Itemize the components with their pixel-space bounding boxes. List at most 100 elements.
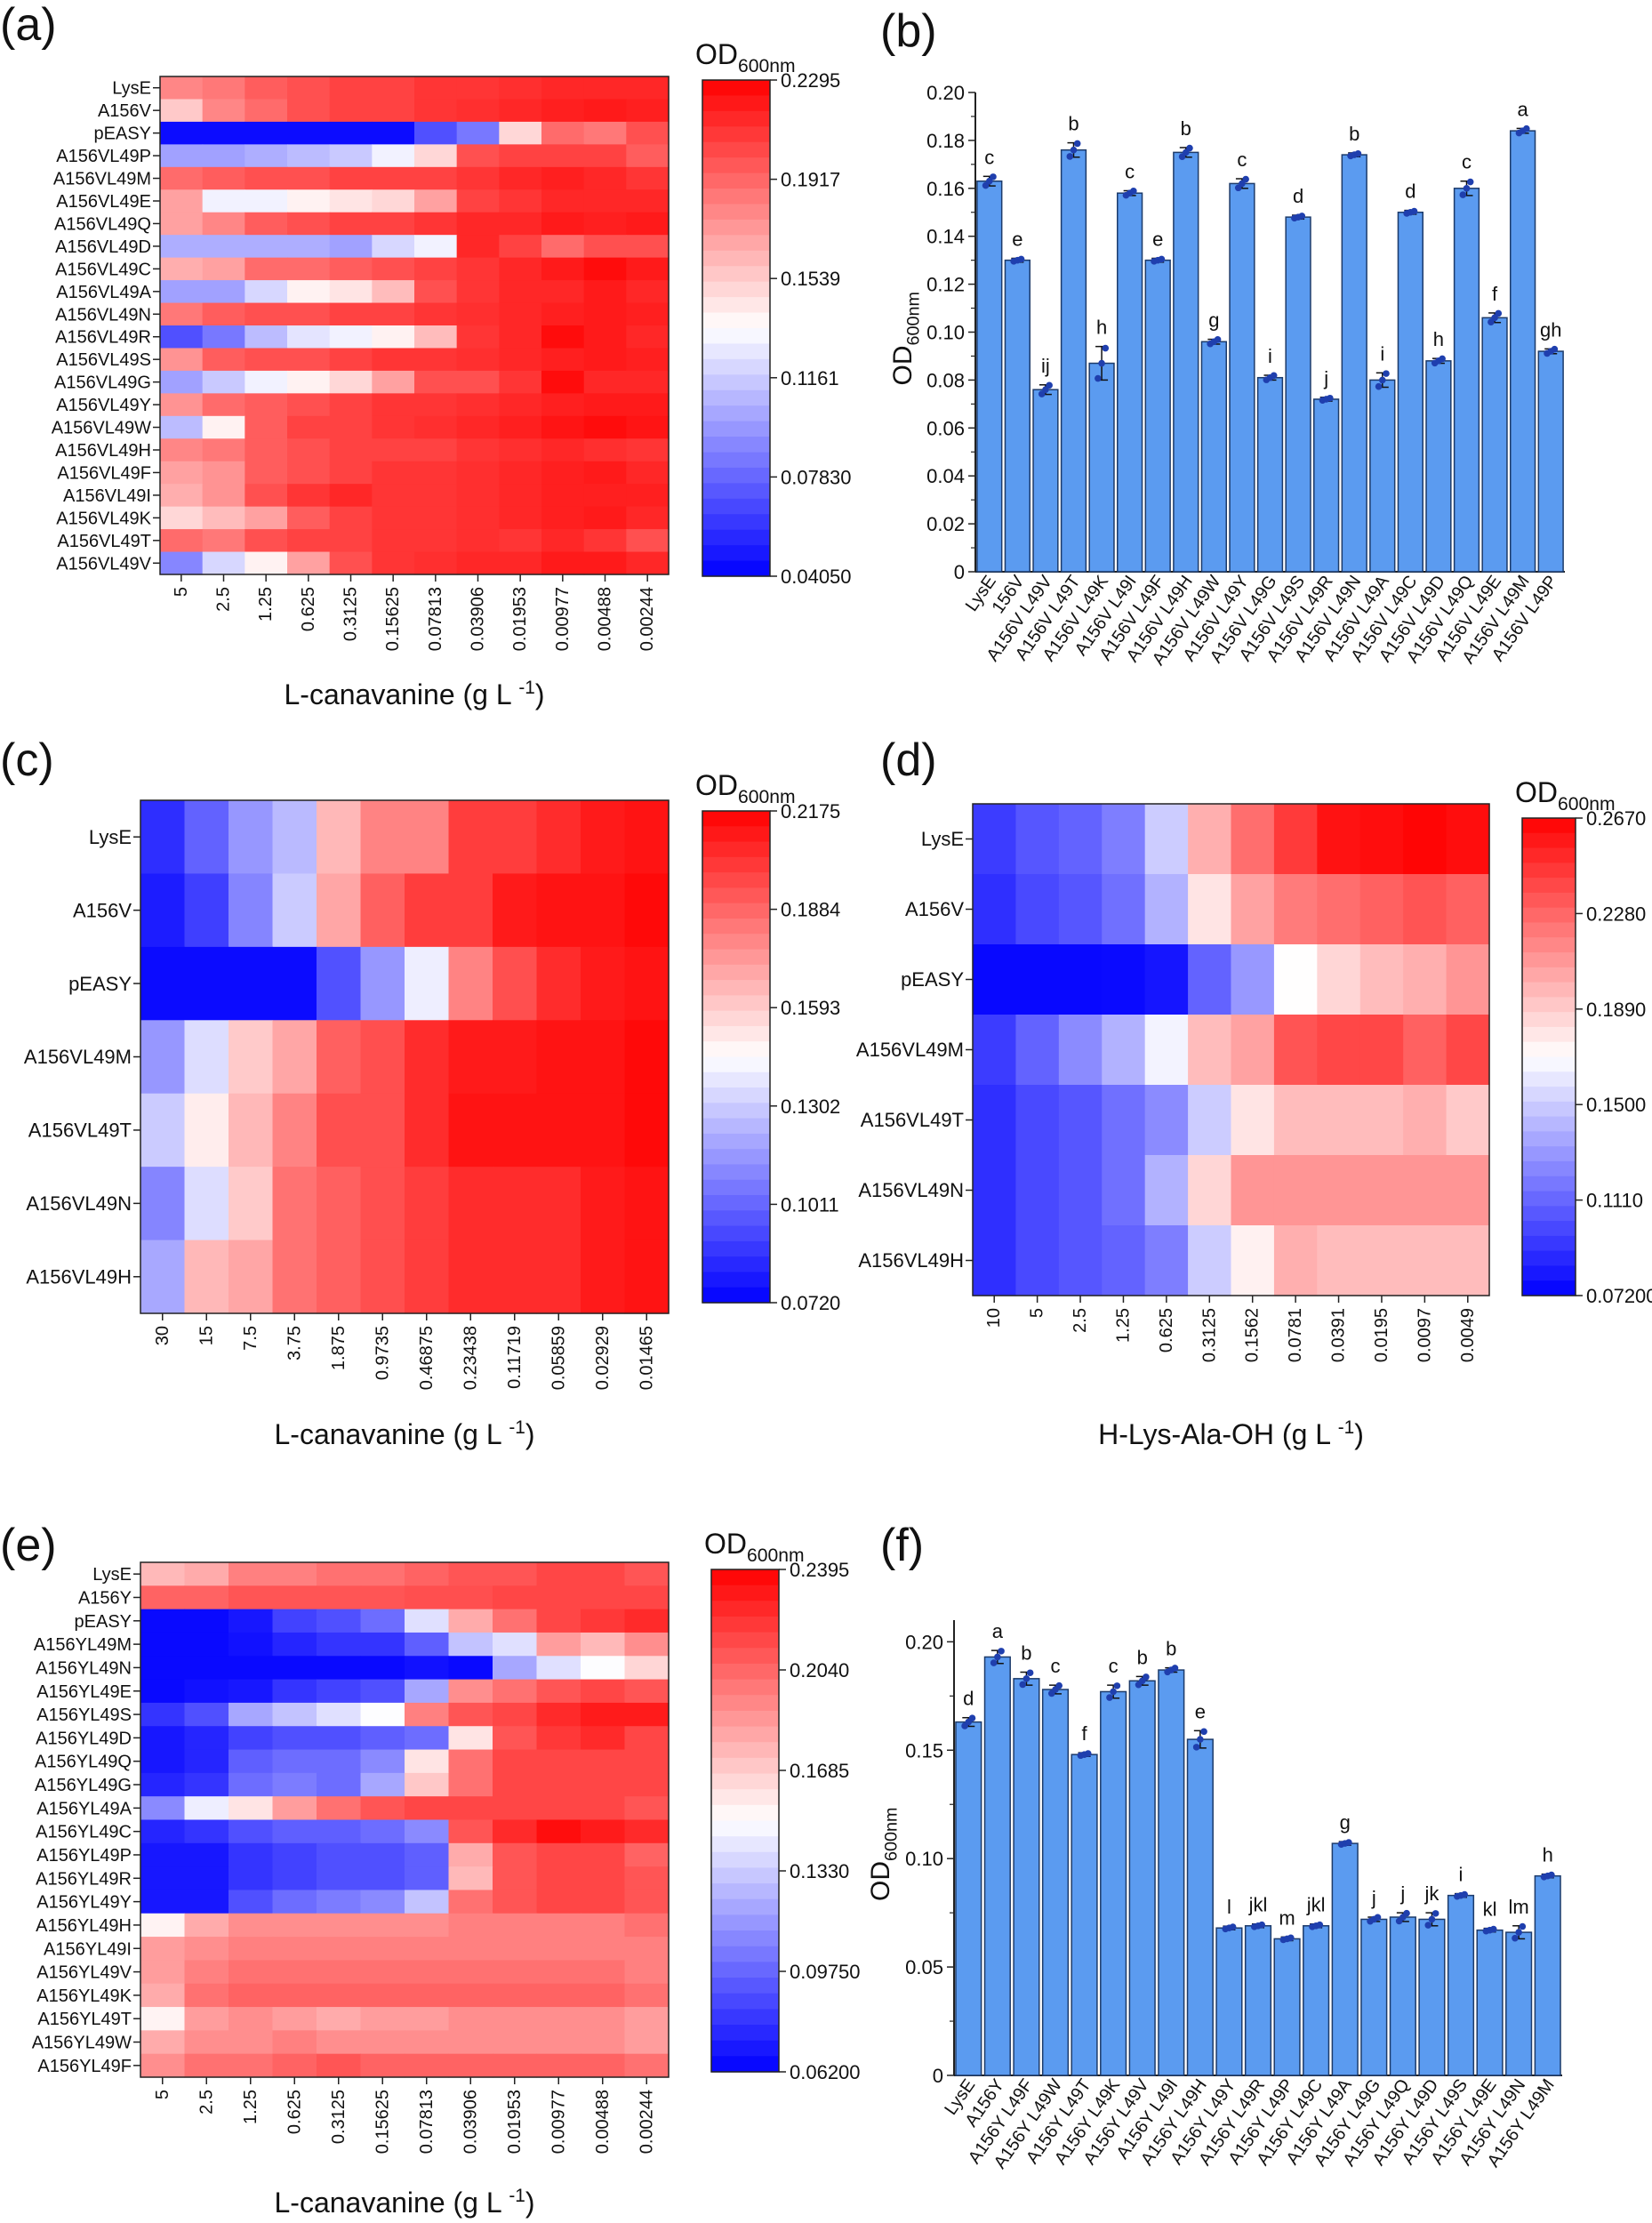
panel-label: (d) bbox=[880, 734, 937, 786]
heatmap-cell bbox=[405, 1819, 450, 1844]
colorbar-title: OD600nm bbox=[695, 38, 796, 76]
data-point bbox=[1375, 382, 1383, 390]
heatmap-cell bbox=[493, 1749, 538, 1774]
heatmap-cell bbox=[536, 2053, 581, 2078]
heatmap-cell bbox=[317, 1983, 362, 2008]
heatmap-cell bbox=[229, 1983, 274, 2008]
heatmap-cell bbox=[360, 1562, 405, 1586]
heatmap-cell bbox=[140, 946, 186, 1021]
heatmap-cell bbox=[317, 2030, 362, 2055]
colorbar-segment bbox=[702, 514, 770, 531]
colorbar-title: OD600nm bbox=[866, 1808, 901, 1901]
heatmap-cell bbox=[583, 257, 627, 281]
heatmap-cell bbox=[1403, 1225, 1448, 1296]
heatmap-cell bbox=[1359, 944, 1404, 1015]
heatmap-cell bbox=[499, 393, 542, 417]
heatmap-cell bbox=[626, 325, 670, 349]
data-point bbox=[1551, 345, 1559, 353]
heatmap-cell bbox=[140, 1020, 186, 1095]
heatmap-cell bbox=[581, 1890, 626, 1914]
heatmap-cell bbox=[493, 1819, 538, 1844]
colorbar-segment bbox=[1522, 1087, 1576, 1103]
data-point bbox=[1106, 1694, 1113, 1701]
heatmap-cell bbox=[626, 257, 670, 281]
heatmap-cell bbox=[160, 551, 204, 575]
heatmap-cell bbox=[287, 121, 331, 145]
heatmap-cell bbox=[1403, 1015, 1448, 1086]
colorbar-segment bbox=[702, 281, 770, 298]
bar bbox=[1537, 350, 1564, 573]
colorbar-segment bbox=[711, 1710, 779, 1728]
heatmap-cell bbox=[272, 2007, 317, 2031]
heatmap-cell bbox=[184, 1609, 229, 1633]
heatmap-cell bbox=[1188, 1155, 1232, 1226]
heatmap-cell bbox=[202, 212, 245, 236]
heatmap-cell bbox=[405, 1842, 450, 1867]
data-point bbox=[1383, 370, 1390, 377]
heatmap-cell bbox=[1015, 874, 1060, 945]
data-point bbox=[994, 1653, 1001, 1661]
colorbar-title: OD600nm bbox=[1515, 776, 1616, 815]
significance-letter: ij bbox=[1041, 355, 1050, 377]
data-point bbox=[1461, 1890, 1468, 1898]
heatmap-cell bbox=[360, 1020, 405, 1095]
heatmap-cell bbox=[414, 144, 458, 168]
colorbar-segment bbox=[702, 1240, 770, 1257]
data-point bbox=[1066, 153, 1074, 160]
heatmap-cell bbox=[493, 1796, 538, 1821]
heatmap-cell bbox=[1015, 944, 1060, 1015]
data-point bbox=[1242, 175, 1249, 183]
heatmap-cell bbox=[1273, 1015, 1318, 1086]
colorbar-tick-label: 0.2395 bbox=[790, 1559, 849, 1581]
heatmap-cell bbox=[493, 1609, 538, 1633]
heatmap-cell bbox=[184, 873, 229, 948]
heatmap-cell bbox=[160, 280, 204, 304]
heatmap-cell bbox=[329, 348, 373, 372]
y-tick-label: 0.10 bbox=[926, 322, 965, 344]
label-sup: -1 bbox=[509, 2186, 525, 2206]
heatmap-cell bbox=[626, 529, 670, 553]
row-label: pEASY bbox=[75, 1612, 132, 1632]
heatmap-cell bbox=[360, 1093, 405, 1168]
heatmap-cell bbox=[624, 1679, 670, 1704]
heatmap-cell bbox=[245, 415, 288, 439]
colorbar-segment bbox=[711, 1757, 779, 1775]
column-label: 0.0049 bbox=[1458, 1308, 1478, 1362]
heatmap-cell bbox=[317, 1702, 362, 1727]
heatmap-cell bbox=[287, 461, 331, 485]
column-label: 1.875 bbox=[329, 1326, 349, 1370]
heatmap-cell bbox=[1273, 1155, 1318, 1226]
heatmap-cell bbox=[140, 1726, 186, 1751]
heatmap-cell bbox=[1015, 1155, 1060, 1226]
colorbar-segment bbox=[702, 1179, 770, 1196]
column-label: 0.0781 bbox=[1286, 1308, 1305, 1362]
heatmap-cell bbox=[245, 438, 288, 462]
heatmap-cell bbox=[541, 484, 585, 508]
colorbar-segment bbox=[711, 1616, 779, 1633]
heatmap-cell bbox=[317, 1562, 362, 1586]
heatmap-cell bbox=[541, 257, 585, 281]
heatmap-cell bbox=[272, 1585, 317, 1610]
column-label: 0.46875 bbox=[417, 1326, 437, 1390]
heatmap-cell bbox=[493, 1983, 538, 2008]
heatmap-cell bbox=[329, 302, 373, 326]
data-point bbox=[1229, 1923, 1237, 1930]
heatmap-cell bbox=[541, 415, 585, 439]
heatmap-cell bbox=[140, 1866, 186, 1891]
heatmap-cell bbox=[536, 800, 581, 875]
heatmap-cell bbox=[1102, 804, 1146, 875]
heatmap-cell bbox=[1317, 874, 1361, 945]
colorbar-segment bbox=[1522, 997, 1576, 1013]
colorbar-segment bbox=[711, 1820, 779, 1837]
colorbar-tick-label: 0.2670 bbox=[1586, 807, 1646, 830]
heatmap-cell bbox=[184, 1093, 229, 1168]
column-label: 0.1562 bbox=[1243, 1308, 1263, 1362]
data-point bbox=[1403, 1909, 1410, 1917]
bar-panel-f: (f)00.050.100.150.20OD600nmdLysEaA156YbA… bbox=[866, 1520, 1562, 2172]
colorbar-segment bbox=[702, 856, 770, 873]
column-label: 0.00244 bbox=[637, 2090, 656, 2154]
heatmap-cell bbox=[536, 1609, 581, 1633]
colorbar-segment bbox=[711, 1946, 779, 1963]
heatmap-cell bbox=[536, 2030, 581, 2055]
od-sub: 600nm bbox=[903, 292, 923, 345]
